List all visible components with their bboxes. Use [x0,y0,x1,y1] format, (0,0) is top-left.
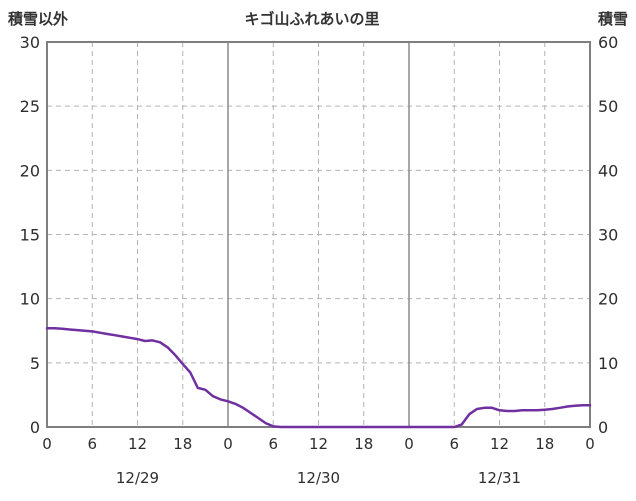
right-axis-tick-label: 60 [598,33,618,52]
hour-tick-label: 6 [87,435,97,453]
left-axis-title: 積雪以外 [7,10,68,28]
right-axis-tick-label: 0 [598,418,608,437]
hour-tick-label: 0 [42,435,52,453]
hour-tick-label: 18 [173,435,192,453]
left-axis-tick-label: 10 [20,290,40,309]
hour-tick-label: 6 [268,435,278,453]
generated-chart-layer: 0 5 10 15 20 25 30 0 10 20 30 40 50 60 0 6 12 18 0 6 12 18 0 6 1… [20,33,619,487]
left-axis-tick-label: 30 [20,33,40,52]
snow-depth-line [45,326,592,429]
chart-title: キゴ山ふれあいの里 [244,10,379,28]
right-axis-tick-label: 40 [598,161,618,180]
date-label: 12/29 [116,469,159,487]
date-label: 12/30 [297,469,340,487]
right-axis-tick-label: 10 [598,354,618,373]
left-axis-tick-label: 25 [20,97,40,116]
hour-tick-label: 12 [490,435,509,453]
hour-tick-label: 18 [535,435,554,453]
hour-tick-label: 0 [404,435,414,453]
hour-tick-label: 12 [309,435,328,453]
left-axis-tick-label: 5 [30,354,40,373]
hour-tick-label: 0 [223,435,233,453]
right-axis-tick-label: 30 [598,226,618,245]
date-label: 12/31 [478,469,521,487]
hour-tick-label: 12 [128,435,147,453]
hour-tick-label: 6 [449,435,459,453]
left-axis-tick-label: 0 [30,418,40,437]
right-axis-title: 積雪 [597,10,628,28]
hour-tick-label: 0 [585,435,595,453]
hour-tick-label: 18 [354,435,373,453]
left-axis-tick-label: 15 [20,226,40,245]
right-axis-tick-label: 20 [598,290,618,309]
right-axis-tick-label: 50 [598,97,618,116]
left-axis-tick-label: 20 [20,161,40,180]
